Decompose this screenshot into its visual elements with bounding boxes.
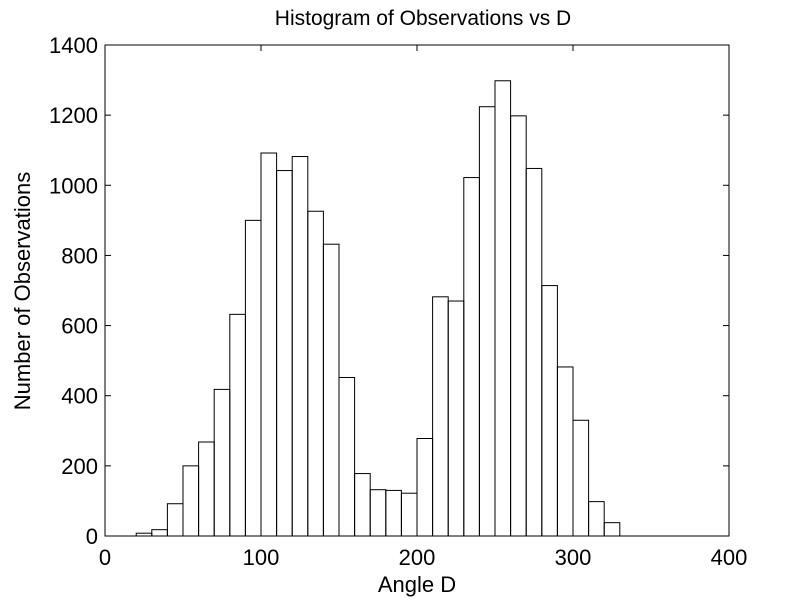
x-tick-label: 100 (243, 545, 280, 570)
y-tick-label: 1200 (49, 103, 98, 128)
y-tick-label: 800 (61, 243, 98, 268)
x-tick-label: 0 (99, 545, 111, 570)
y-tick-label: 1400 (49, 33, 98, 58)
y-tick-label: 1000 (49, 173, 98, 198)
y-tick-label: 600 (61, 314, 98, 339)
plot-frame (104, 44, 730, 537)
axis-tick-labels: 0 100 200 300 400 0 200 400 600 800 1000 1200 1400 (49, 33, 747, 570)
y-axis-label: Number of Observations (10, 172, 35, 410)
x-tick-label: 200 (399, 545, 436, 570)
y-tick-label: 400 (61, 384, 98, 409)
x-tick-label: 300 (555, 545, 592, 570)
y-tick-label: 0 (86, 524, 98, 549)
x-tick-label: 400 (711, 545, 748, 570)
y-tick-label: 200 (61, 454, 98, 479)
x-axis-label: Angle D (378, 572, 456, 597)
chart-title: Histogram of Observations vs D (275, 7, 571, 30)
